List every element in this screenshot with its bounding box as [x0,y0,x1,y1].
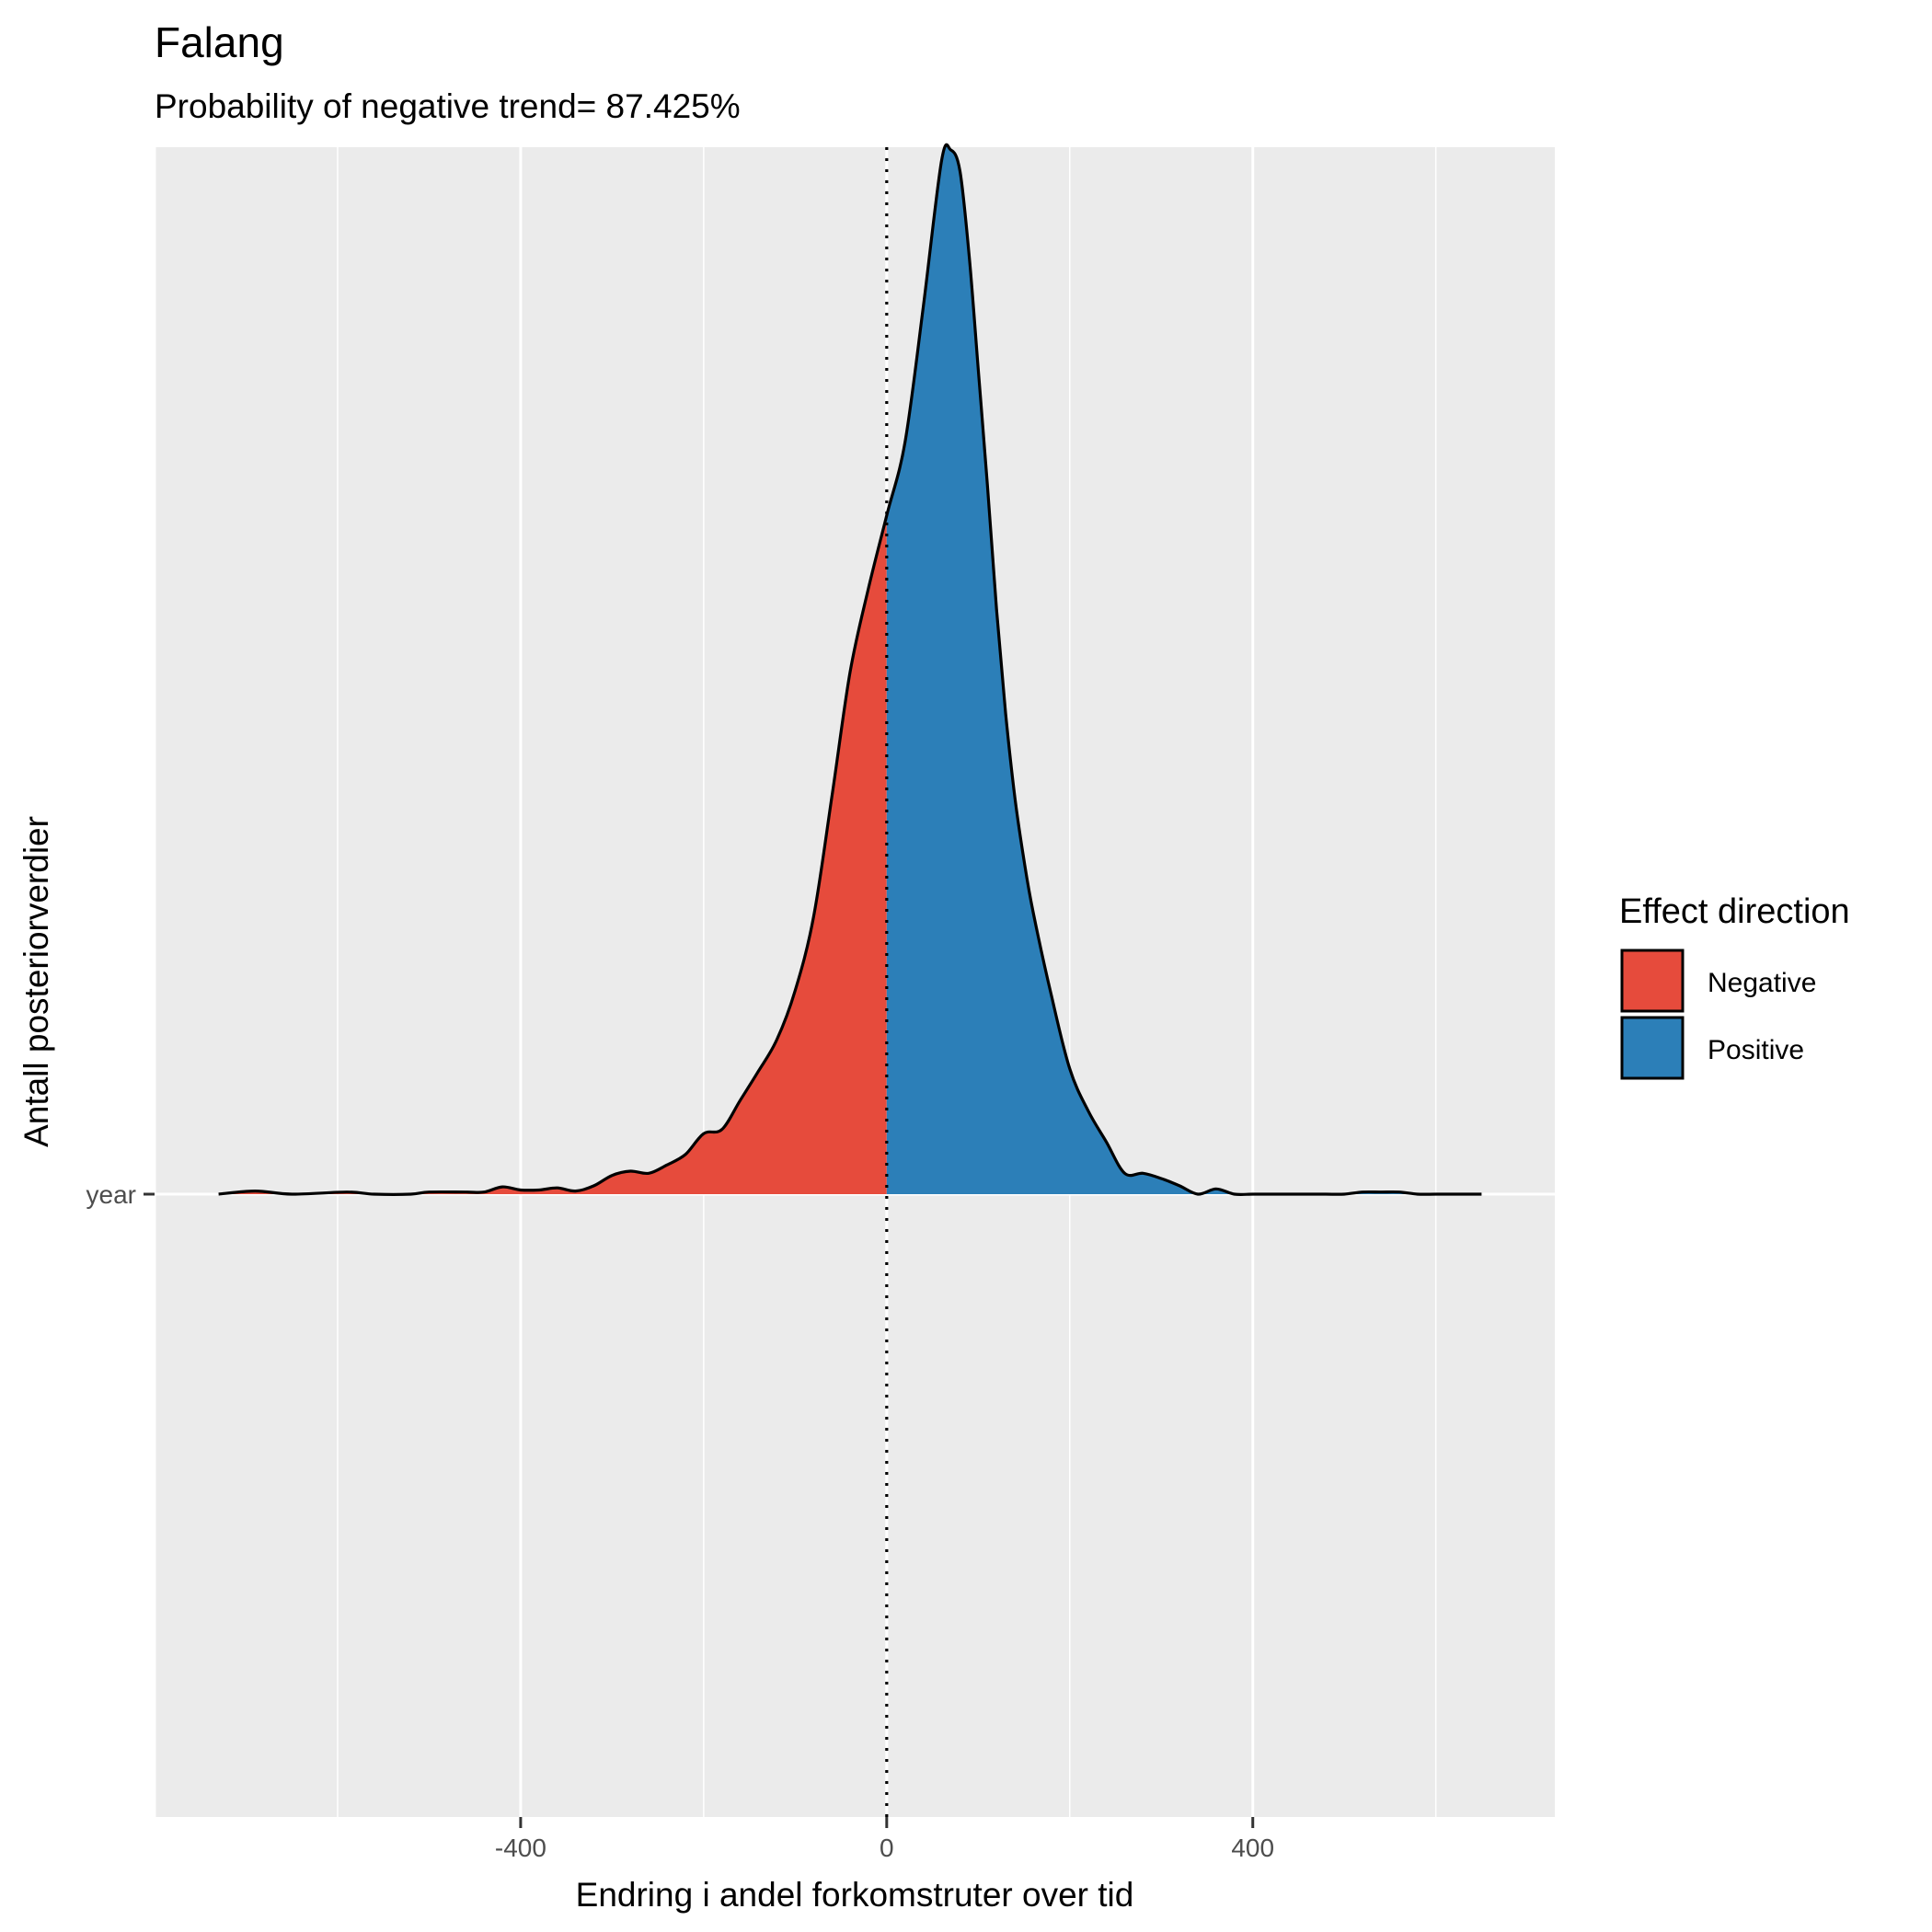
minor-gridlines [337,147,1437,1817]
x-tick-label: 400 [1231,1834,1274,1862]
chart-title: Falang [155,18,284,66]
legend-label-negative: Negative [1708,968,1816,998]
chart-subtitle: Probability of negative trend= 87.425% [155,87,741,125]
legend-label-positive: Positive [1708,1035,1804,1065]
x-axis-title: Endring i andel forkomstruter over tid [576,1876,1134,1914]
legend: Effect direction Negative Positive [1619,892,1850,1080]
positive-area [886,144,1482,1195]
legend-title: Effect direction [1619,892,1850,931]
legend-key-positive [1620,1016,1685,1080]
density-outline [218,143,1482,1196]
y-tick-label-year: year [86,1180,136,1209]
x-tick-label: -400 [495,1834,546,1862]
negative-area [218,515,887,1195]
x-axis-ticks: -400 0 400 [495,1817,1274,1862]
y-axis-title: Antall posteriorverdier [17,816,55,1147]
x-tick-label: 0 [880,1834,894,1862]
legend-key-negative [1620,949,1685,1013]
